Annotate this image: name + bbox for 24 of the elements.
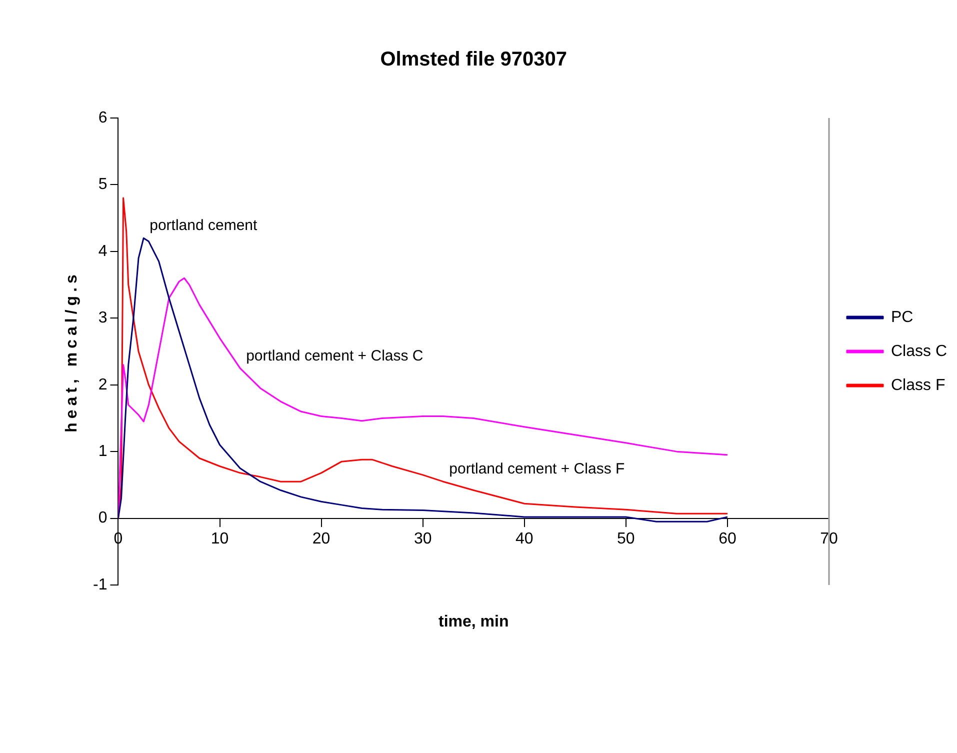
annotation: portland cement [150,217,258,234]
x-tick-label: 60 [718,530,736,548]
y-tick-label: -1 [92,576,108,594]
x-tick-label: 70 [820,530,838,548]
y-tick-label: 1 [98,442,108,460]
y-tick-label: 6 [98,109,108,126]
y-tick-label: 5 [98,176,108,194]
x-tick-label: 30 [414,530,432,548]
chart-title: Olmsted file 970307 [380,48,567,71]
annotation: portland cement + Class C [246,347,424,364]
y-tick-label: 0 [98,510,108,527]
y-tick-label: 2 [98,376,108,394]
x-tick-label: 10 [210,530,229,548]
x-axis-title: time, min [438,613,509,630]
y-tick-label: 3 [98,310,108,327]
y-tick-label: 4 [98,242,108,260]
x-tick-label: 40 [515,530,534,548]
x-tick-label: 50 [617,530,635,548]
annotation: portland cement + Class F [449,460,625,478]
x-tick-label: 20 [312,530,330,548]
legend-label: Class C [890,342,948,360]
legend-label: PC [890,308,914,326]
y-axis-title: heat, mcal/g.s [63,270,80,432]
legend-label: Class F [890,376,946,394]
